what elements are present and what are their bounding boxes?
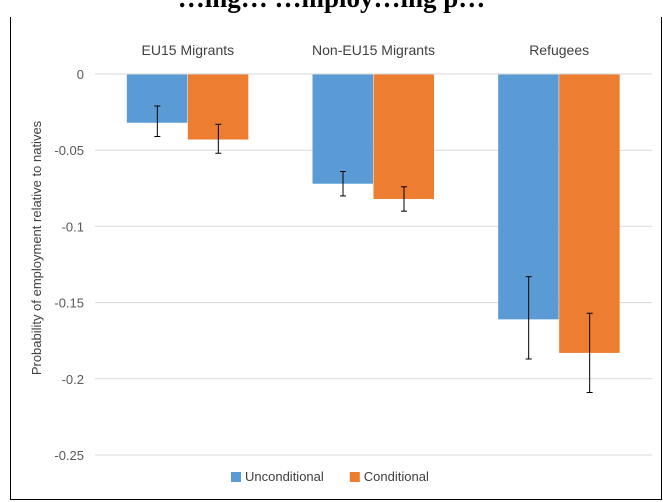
- legend: Unconditional Conditional: [231, 469, 429, 484]
- y-tick-label: -0.05: [54, 143, 84, 158]
- category-label: Refugees: [529, 42, 589, 58]
- category-label: EU15 Migrants: [142, 42, 235, 58]
- legend-swatch: [349, 472, 360, 482]
- bar: [559, 74, 620, 353]
- y-tick-label: 0: [77, 67, 84, 82]
- legend-label: Conditional: [364, 469, 429, 484]
- chart-title: …ing… …mploy…ing p…: [0, 0, 663, 16]
- axis: 0 -0.05 -0.1 -0.15 -0.2 -0.25: [54, 67, 652, 463]
- y-tick-label: -0.15: [54, 296, 84, 311]
- chart-border: [10, 17, 662, 500]
- bar: [373, 74, 434, 199]
- legend-label: Unconditional: [245, 469, 324, 484]
- category-labels: EU15 Migrants Non-EU15 Migrants Refugees: [142, 42, 590, 58]
- legend-swatch: [231, 472, 241, 482]
- y-axis-label: Probability of employment relative to na…: [29, 120, 44, 375]
- y-tick-label: -0.1: [62, 219, 84, 234]
- bar: [312, 74, 373, 184]
- y-tick-label: -0.25: [54, 448, 84, 463]
- category-label: Non-EU15 Migrants: [312, 42, 435, 58]
- bars: [126, 74, 620, 394]
- y-tick-label: -0.2: [62, 372, 84, 387]
